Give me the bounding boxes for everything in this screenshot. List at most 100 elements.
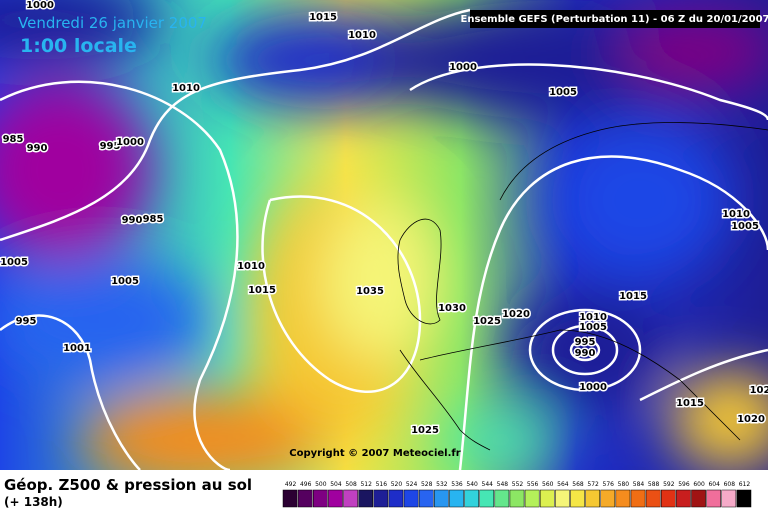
- colorbar-label: 520: [391, 481, 403, 488]
- height-field: [0, 0, 768, 490]
- colorbar-swatch: [706, 489, 721, 508]
- time: 1:00 locale: [20, 35, 137, 57]
- colorbar-swatch: [645, 489, 661, 508]
- colorbar-swatch: [691, 489, 706, 508]
- isobar-label: 1020: [502, 309, 530, 320]
- colorbar-swatch: [524, 489, 540, 508]
- isobar-label: 1015: [676, 398, 704, 409]
- isobar-label: 1010: [348, 30, 376, 41]
- colorbar-swatch: [721, 489, 737, 508]
- colorbar-swatch: [585, 489, 600, 508]
- colorbar-label: 504: [330, 481, 342, 488]
- isobar-label: 1015: [309, 12, 337, 23]
- colorbar-swatch: [297, 489, 313, 508]
- colorbar-label: 496: [300, 481, 312, 488]
- colorbar-label: 580: [618, 481, 630, 488]
- isobar-label: 1020: [737, 414, 765, 425]
- colorbar-swatch: [570, 489, 585, 508]
- isobar-label: 1005: [579, 322, 607, 333]
- colorbar-label: 516: [376, 481, 388, 488]
- colorbar-label: 564: [557, 481, 569, 488]
- colorbar-label: 608: [724, 481, 736, 488]
- colorbar-swatch: [328, 489, 343, 508]
- isobar-label: 995: [100, 141, 121, 152]
- colorbar-label: 492: [285, 481, 297, 488]
- isobar-label: 1000: [449, 62, 477, 73]
- map: [0, 0, 768, 490]
- colorbar-swatch: [464, 489, 479, 508]
- colorbar-swatch: [630, 489, 646, 508]
- isobar-label: 1010: [237, 261, 265, 272]
- colorbar-swatch: [479, 489, 495, 508]
- colorbar-swatch: [388, 489, 404, 508]
- isobar-label: 1005: [111, 276, 139, 287]
- colorbar-swatch: [282, 489, 298, 508]
- colorbar-label: 544: [482, 481, 494, 488]
- colorbar-label: 548: [497, 481, 509, 488]
- colorbar-label: 576: [603, 481, 615, 488]
- colorbar-swatch: [358, 489, 374, 508]
- colorbar: 492 496 500 504 508 512 516 520 524 528 532 536 540 5…: [282, 481, 752, 508]
- colorbar-label: 500: [315, 481, 327, 488]
- isobar-label: 1000: [579, 382, 607, 393]
- isobar-label: 1030: [438, 303, 466, 314]
- isobar-label: 1025: [473, 316, 501, 327]
- isobars: [0, 8, 768, 472]
- colorbar-swatch: [434, 489, 449, 508]
- colorbar-label: 524: [406, 481, 418, 488]
- colorbar-swatch: [343, 489, 358, 508]
- isobar-label: 990: [575, 348, 596, 359]
- isobar-label: 1010: [722, 209, 750, 220]
- isobar-label: 990: [122, 215, 143, 226]
- colorbar-label: 528: [421, 481, 433, 488]
- colorbar-swatch: [615, 489, 631, 508]
- isobar-label: 1015: [248, 285, 276, 296]
- footer-title: Géop. Z500 & pression au sol: [4, 476, 252, 494]
- isobar-label: 1005: [549, 87, 577, 98]
- colorbar-label: 568: [572, 481, 584, 488]
- isobar-label: 995: [575, 337, 596, 348]
- copyright: Copyright © 2007 Meteociel.fr: [289, 448, 460, 459]
- colorbar-swatch: [555, 489, 570, 508]
- isobar-label: 1035: [356, 286, 384, 297]
- colorbar-swatch: [660, 489, 676, 508]
- colorbar-label: 596: [678, 481, 690, 488]
- colorbar-label: 572: [587, 481, 599, 488]
- colorbar-label: 512: [360, 481, 372, 488]
- colorbar-swatch: [449, 489, 464, 508]
- colorbar-swatch: [373, 489, 389, 508]
- colorbar-swatch: [676, 489, 691, 508]
- colorbar-label: 552: [512, 481, 524, 488]
- colorbar-swatch: [600, 489, 616, 508]
- coastlines: [397, 122, 768, 451]
- isobar-label: 995: [16, 316, 37, 327]
- isobar-label: 985: [143, 214, 164, 225]
- isobar-label: 985: [3, 134, 24, 145]
- isobar-label: 1015: [619, 291, 647, 302]
- isobar-label: 1000: [26, 0, 54, 11]
- colorbar-label: 508: [345, 481, 357, 488]
- colorbar-swatch: [418, 489, 434, 508]
- colorbar-swatch: [736, 489, 752, 508]
- isobar-label: 1010: [579, 312, 607, 323]
- model-info: Ensemble GEFS (Perturbation 11) - 06 Z d…: [461, 14, 768, 25]
- colorbar-swatch: [313, 489, 328, 508]
- colorbar-label: 600: [693, 481, 705, 488]
- colorbar-label: 584: [633, 481, 645, 488]
- colorbar-label: 592: [663, 481, 675, 488]
- colorbar-swatch: [539, 489, 555, 508]
- colorbar-swatch: [494, 489, 510, 508]
- colorbar-label: 588: [648, 481, 660, 488]
- isobar-label: 102: [750, 385, 768, 396]
- colorbar-label: 532: [436, 481, 448, 488]
- colorbar-swatch: [509, 489, 525, 508]
- date: Vendredi 26 janvier 2007: [18, 14, 207, 32]
- isobar-label: 1005: [731, 221, 759, 232]
- isobar-label: 1025: [411, 425, 439, 436]
- isobar-label: 1005: [0, 257, 28, 268]
- colorbar-label: 556: [527, 481, 539, 488]
- model-banner: [470, 10, 760, 28]
- isobar-label: 1010: [172, 83, 200, 94]
